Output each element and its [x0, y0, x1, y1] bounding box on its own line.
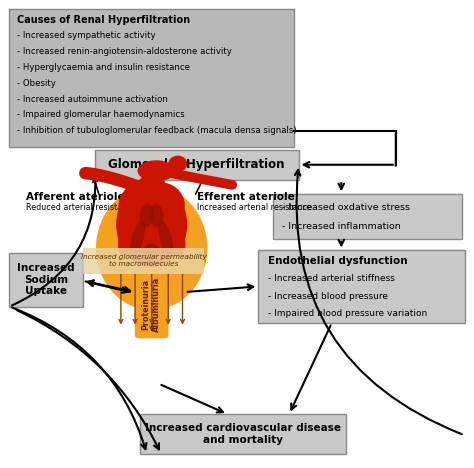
Ellipse shape [151, 215, 171, 253]
Ellipse shape [137, 160, 175, 181]
Ellipse shape [156, 185, 175, 208]
Text: - Increased oxdative stress: - Increased oxdative stress [282, 203, 410, 212]
FancyBboxPatch shape [140, 414, 346, 454]
FancyBboxPatch shape [9, 253, 83, 307]
Text: - Increased renin-angiotensin-aldosterone activity: - Increased renin-angiotensin-aldosteron… [17, 47, 231, 56]
Text: Increased
Sodium
Uptake: Increased Sodium Uptake [18, 263, 75, 296]
Ellipse shape [96, 186, 207, 310]
Text: Afferent ateriole: Afferent ateriole [26, 191, 125, 202]
Text: - Increased autoimmune activation: - Increased autoimmune activation [17, 95, 167, 103]
Ellipse shape [137, 173, 166, 201]
Text: - Impaired blood pressure variation: - Impaired blood pressure variation [268, 309, 427, 318]
FancyBboxPatch shape [273, 194, 462, 239]
Text: - Hyperglycaemia and insulin resistance: - Hyperglycaemia and insulin resistance [17, 63, 190, 72]
Text: Glomerular Hyperfiltration: Glomerular Hyperfiltration [109, 159, 285, 171]
Text: Causes of Renal Hyperfiltration: Causes of Renal Hyperfiltration [17, 15, 190, 25]
Text: - Obesity: - Obesity [17, 79, 55, 88]
Ellipse shape [156, 203, 185, 256]
FancyBboxPatch shape [258, 250, 465, 323]
Ellipse shape [130, 220, 145, 257]
Ellipse shape [149, 204, 164, 227]
Text: increased glomerular permeability
to macromolecules: increased glomerular permeability to mac… [81, 254, 206, 268]
Ellipse shape [118, 183, 166, 229]
Text: - Impaired glomerular haemodynamics: - Impaired glomerular haemodynamics [17, 110, 184, 119]
Ellipse shape [116, 183, 187, 267]
Ellipse shape [168, 155, 187, 172]
Ellipse shape [128, 185, 147, 208]
Text: - Inhibition of tubuloglomerular feedback (macula densa signals): - Inhibition of tubuloglomerular feedbac… [17, 126, 296, 135]
Ellipse shape [132, 215, 152, 253]
Ellipse shape [143, 243, 160, 262]
Text: Increased cardiovascular disease
and mortality: Increased cardiovascular disease and mor… [145, 423, 341, 445]
Text: Proteinuria: Proteinuria [142, 278, 150, 330]
Text: - Increased inflammation: - Increased inflammation [282, 222, 401, 231]
Text: - Increased sympathetic activity: - Increased sympathetic activity [17, 31, 155, 40]
Text: Albuminuria: Albuminuria [152, 277, 161, 332]
Text: - Increased arterial stiffness: - Increased arterial stiffness [268, 274, 395, 283]
FancyBboxPatch shape [135, 268, 169, 338]
Ellipse shape [158, 220, 173, 257]
FancyBboxPatch shape [9, 9, 294, 147]
Text: Endothelial dysfunction: Endothelial dysfunction [268, 256, 408, 266]
FancyBboxPatch shape [95, 150, 299, 180]
Text: - Increased blood pressure: - Increased blood pressure [268, 292, 388, 300]
Ellipse shape [137, 183, 185, 229]
Ellipse shape [118, 203, 147, 256]
Text: Efferent ateriole: Efferent ateriole [197, 191, 294, 202]
Ellipse shape [128, 276, 175, 304]
Text: Increased arterial resistance: Increased arterial resistance [197, 203, 312, 212]
FancyBboxPatch shape [83, 248, 204, 274]
Text: Reduced arterial resistance: Reduced arterial resistance [26, 203, 137, 212]
Ellipse shape [123, 225, 180, 262]
Ellipse shape [140, 204, 154, 227]
